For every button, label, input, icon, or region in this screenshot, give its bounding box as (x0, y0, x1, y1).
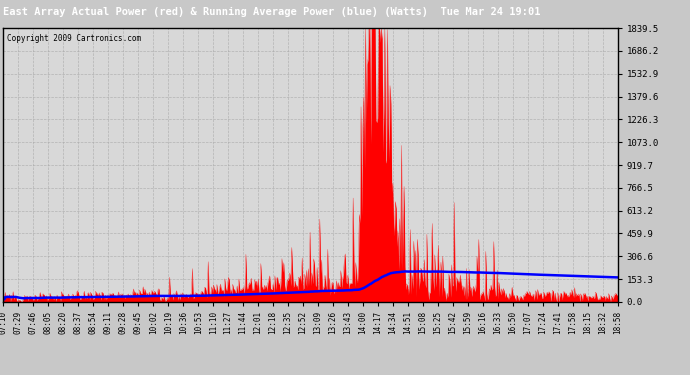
Text: East Array Actual Power (red) & Running Average Power (blue) (Watts)  Tue Mar 24: East Array Actual Power (red) & Running … (3, 7, 541, 17)
Text: Copyright 2009 Cartronics.com: Copyright 2009 Cartronics.com (6, 34, 141, 43)
